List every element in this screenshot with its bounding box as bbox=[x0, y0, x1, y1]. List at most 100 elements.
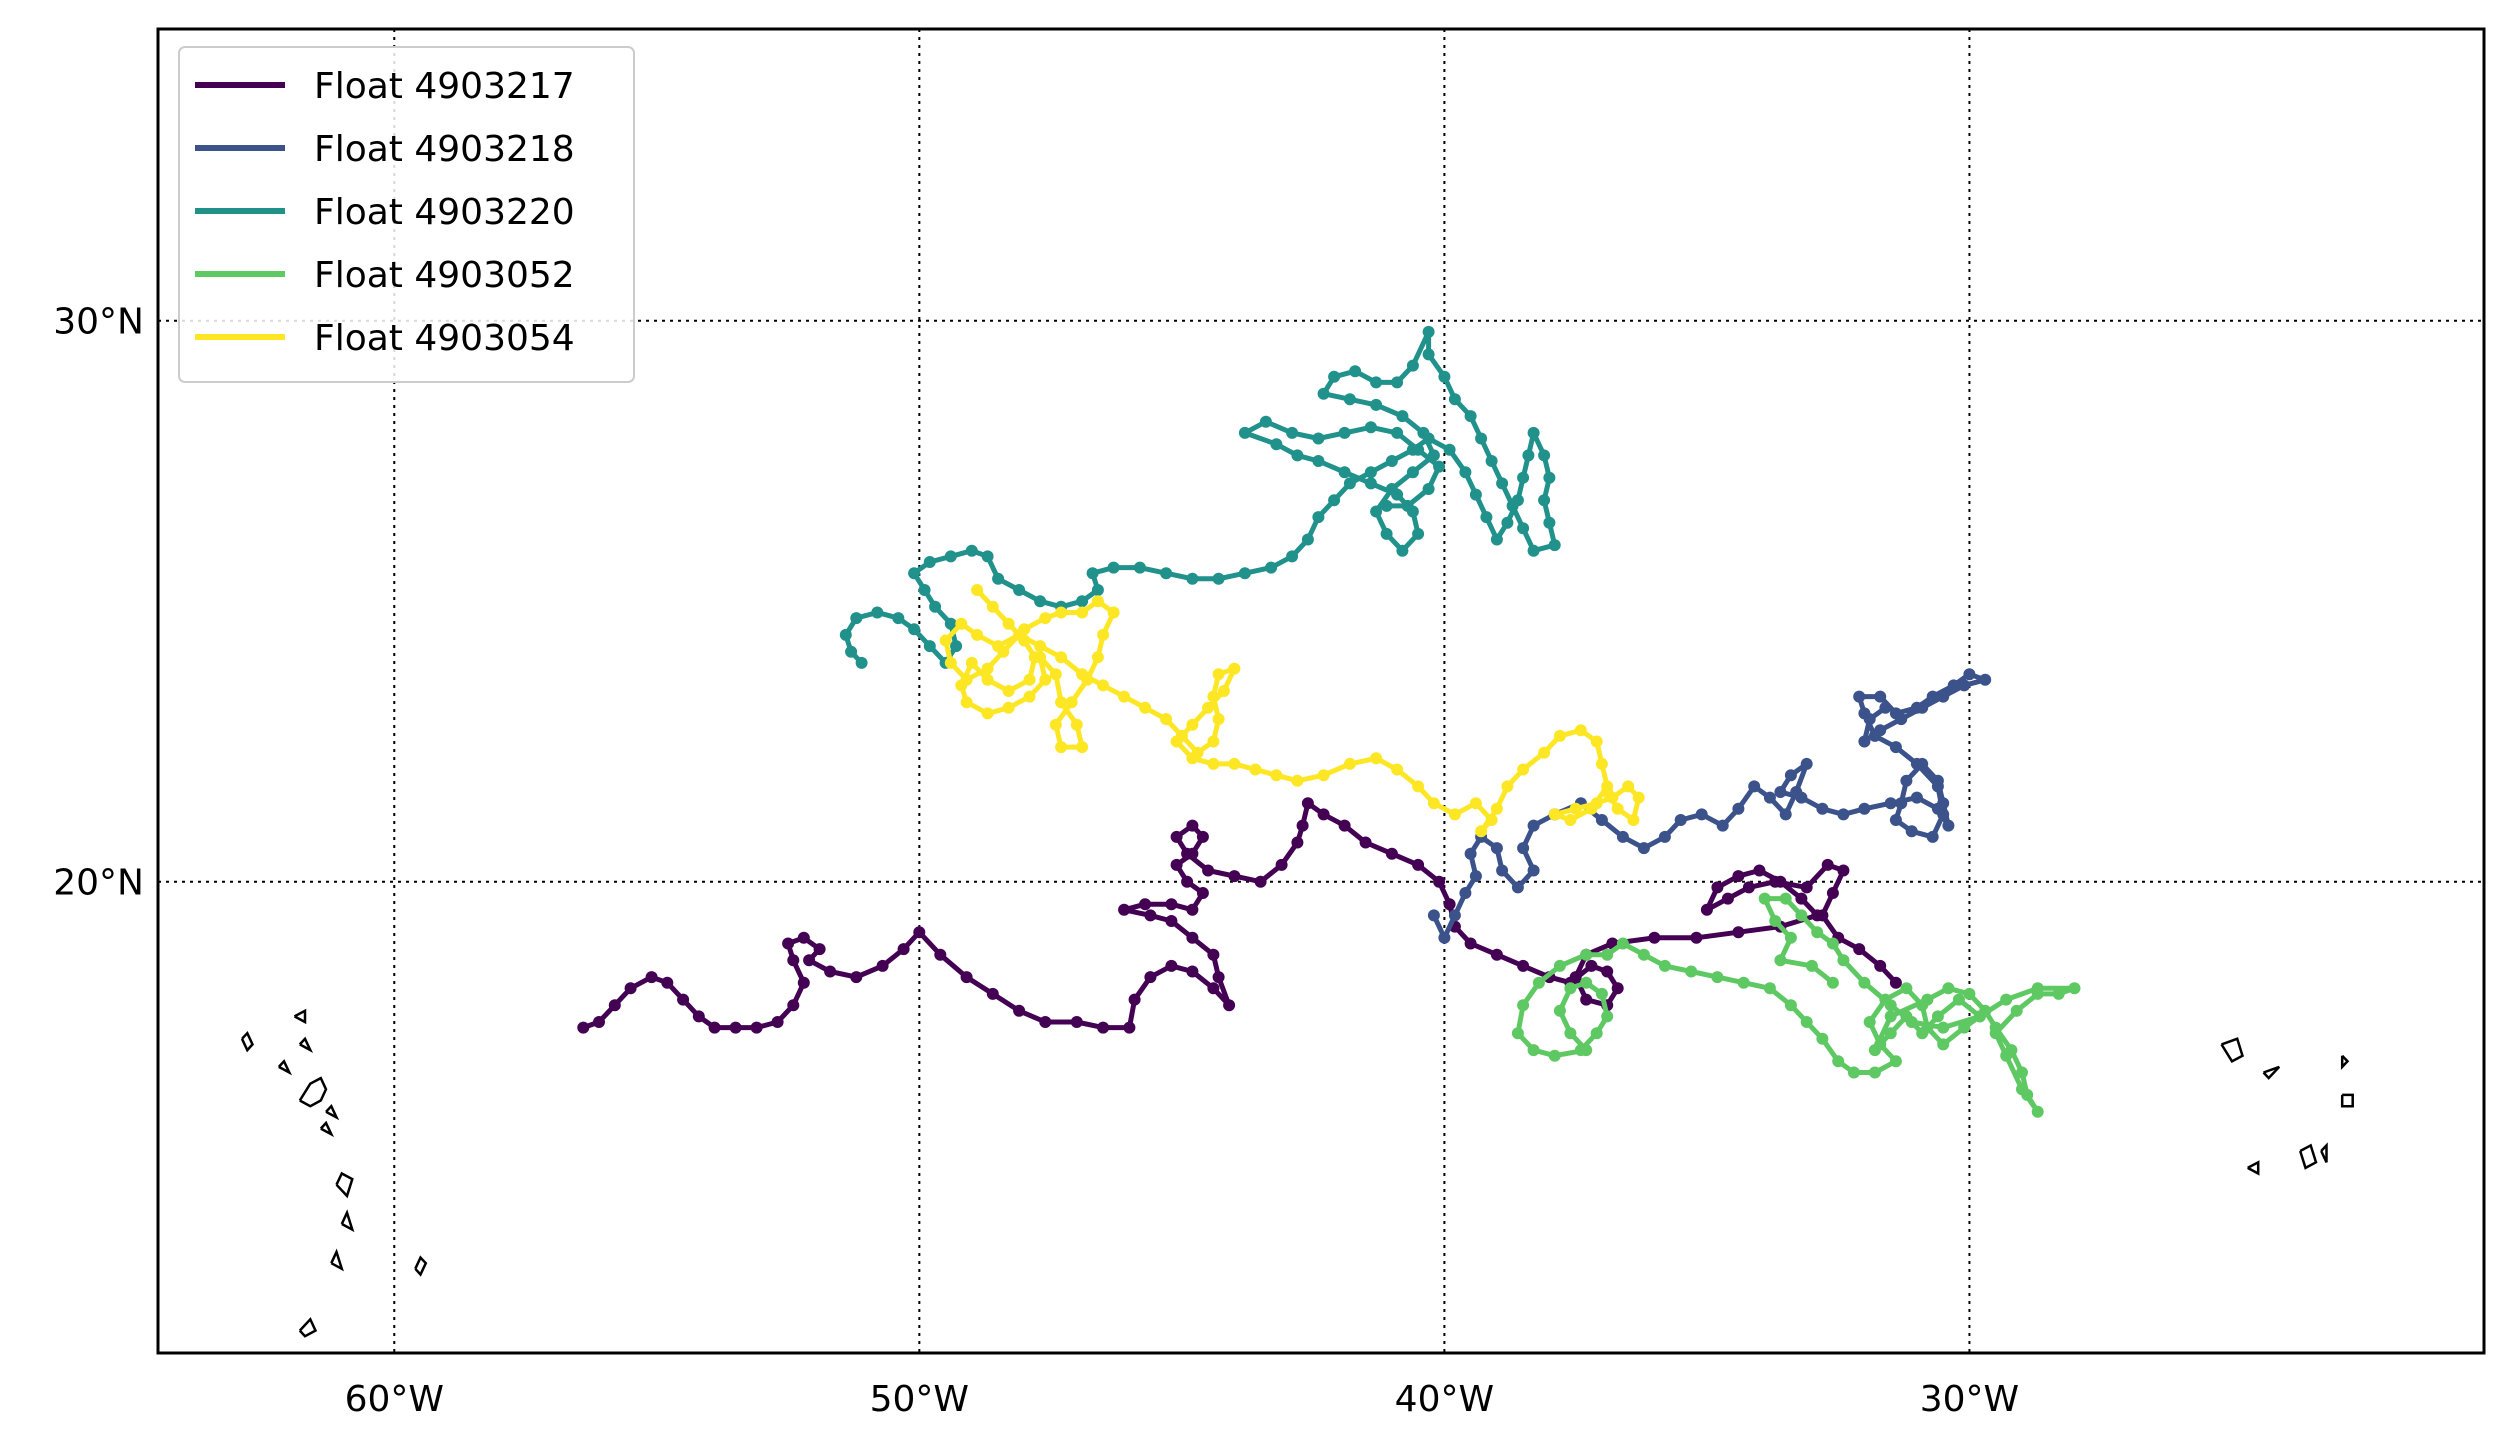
island-coastline bbox=[2220, 1037, 2245, 1063]
float-profile-point bbox=[1212, 971, 1225, 984]
float-profile-point bbox=[1889, 976, 1902, 989]
island-coastline bbox=[2247, 1160, 2260, 1176]
float-profile-point bbox=[1385, 455, 1398, 467]
float-profile-point bbox=[1107, 561, 1120, 574]
float-profile-point bbox=[1328, 494, 1341, 507]
float-profile-point bbox=[1921, 993, 1934, 1006]
float-profile-point bbox=[1879, 701, 1892, 714]
float-profile-point bbox=[960, 971, 973, 984]
float-profile-point bbox=[1832, 1055, 1845, 1068]
float-profile-point bbox=[1296, 819, 1309, 832]
island-coastline bbox=[325, 1104, 340, 1121]
float-profile-point bbox=[1223, 999, 1236, 1012]
float-profile-point bbox=[1475, 432, 1488, 445]
float-profile-point bbox=[1475, 825, 1488, 838]
float-profile-point bbox=[1847, 1066, 1860, 1079]
float-profile-point bbox=[1165, 915, 1178, 927]
float-profile-point bbox=[1055, 741, 1068, 754]
float-profile-point bbox=[1564, 814, 1577, 826]
float-profile-point bbox=[1212, 713, 1225, 726]
float-profile-point bbox=[1391, 763, 1404, 776]
float-profile-point bbox=[965, 656, 978, 669]
float-profile-point bbox=[1364, 466, 1377, 479]
float-profile-point bbox=[2052, 987, 2065, 1000]
float-profile-point bbox=[1238, 567, 1251, 580]
float-profile-point bbox=[1874, 724, 1887, 737]
float-profile-point bbox=[1732, 870, 1745, 883]
float-profile-point bbox=[1485, 814, 1498, 826]
float-profile-point bbox=[1517, 842, 1530, 855]
float-profile-point bbox=[1632, 791, 1645, 804]
float-profile-point bbox=[1889, 741, 1902, 754]
float-profile-point bbox=[577, 1021, 590, 1034]
float-profile-point bbox=[1055, 606, 1068, 619]
float-profile-point bbox=[1543, 471, 1556, 484]
island-coastline bbox=[2299, 1143, 2318, 1170]
float-profile-point bbox=[803, 954, 816, 967]
float-profile-point bbox=[1884, 999, 1897, 1012]
float-profile-point bbox=[1165, 959, 1178, 972]
float-profile-point bbox=[1616, 937, 1629, 950]
float-profile-point bbox=[913, 926, 926, 939]
float-profile-point bbox=[1648, 931, 1661, 944]
island-coastline bbox=[2340, 1093, 2354, 1108]
x-axis-tick-labels: 60°W 50°W 40°W 30°W bbox=[345, 1379, 2020, 1420]
float-profile-point bbox=[1858, 976, 1871, 989]
float-profile-point bbox=[1800, 757, 1813, 770]
float-profile-point bbox=[624, 982, 637, 995]
float-profile-point bbox=[1989, 1027, 2002, 1040]
float-profile-point bbox=[1097, 679, 1110, 692]
float-profile-point bbox=[797, 976, 810, 989]
float-profile-point bbox=[1868, 1044, 1881, 1057]
float-profile-point bbox=[923, 556, 936, 568]
float-profile-point bbox=[1139, 898, 1152, 911]
float-profile-point bbox=[1637, 842, 1650, 855]
float-profile-point bbox=[1868, 1066, 1881, 1079]
float-profile-point bbox=[1585, 959, 1598, 972]
float-profile-point bbox=[1779, 892, 1792, 905]
map-frame bbox=[156, 27, 2486, 1355]
float-profile-point bbox=[1553, 959, 1566, 972]
legend-entry: Float 4903052 bbox=[195, 255, 575, 296]
float-profile-point bbox=[1910, 791, 1923, 804]
float-profile-point bbox=[1249, 763, 1262, 776]
float-profile-point bbox=[2031, 1105, 2044, 1118]
float-profile-point bbox=[1039, 1016, 1052, 1028]
float-profile-point bbox=[1039, 673, 1052, 686]
float-profile-point bbox=[1385, 847, 1398, 860]
float-profile-point bbox=[2000, 1049, 2013, 1062]
float-profile-point bbox=[1391, 426, 1404, 439]
float-profile-point bbox=[813, 943, 826, 956]
float-profile-point bbox=[1228, 662, 1241, 675]
float-profile-point bbox=[1207, 757, 1220, 770]
float-profile-point bbox=[1438, 370, 1451, 383]
float-profile-point bbox=[944, 550, 957, 563]
float-profile-point bbox=[1076, 741, 1089, 754]
float-profile-point bbox=[1937, 1038, 1950, 1051]
float-profile-point bbox=[1748, 780, 1761, 793]
float-profile-point bbox=[1469, 870, 1482, 883]
float-track-2 bbox=[1427, 668, 1992, 944]
float-profile-point bbox=[1002, 617, 1015, 630]
float-profile-point bbox=[1469, 797, 1482, 810]
float-profile-point bbox=[1312, 455, 1325, 467]
float-profile-point bbox=[1937, 808, 1950, 821]
float-profile-point bbox=[1616, 830, 1629, 843]
float-profile-point bbox=[1076, 595, 1089, 608]
float-profile-point bbox=[1291, 449, 1304, 462]
float-profile-point bbox=[1580, 1044, 1593, 1057]
island-coastline bbox=[347, 1364, 368, 1375]
float-profile-point bbox=[1601, 786, 1614, 798]
float-profile-point bbox=[1916, 701, 1929, 714]
float-profile-point bbox=[1795, 892, 1808, 905]
float-profile-point bbox=[677, 993, 690, 1006]
float-profile-point bbox=[1107, 606, 1120, 619]
float-profile-point bbox=[1737, 976, 1750, 989]
float-profile-point bbox=[1343, 393, 1356, 406]
float-profile-point bbox=[1002, 685, 1015, 697]
float-profile-point bbox=[1837, 954, 1850, 967]
legend: Float 4903217 Float 4903218 Float 4903220 F… bbox=[178, 46, 635, 383]
float-profile-point bbox=[1480, 511, 1493, 524]
float-profile-point bbox=[1370, 752, 1383, 765]
